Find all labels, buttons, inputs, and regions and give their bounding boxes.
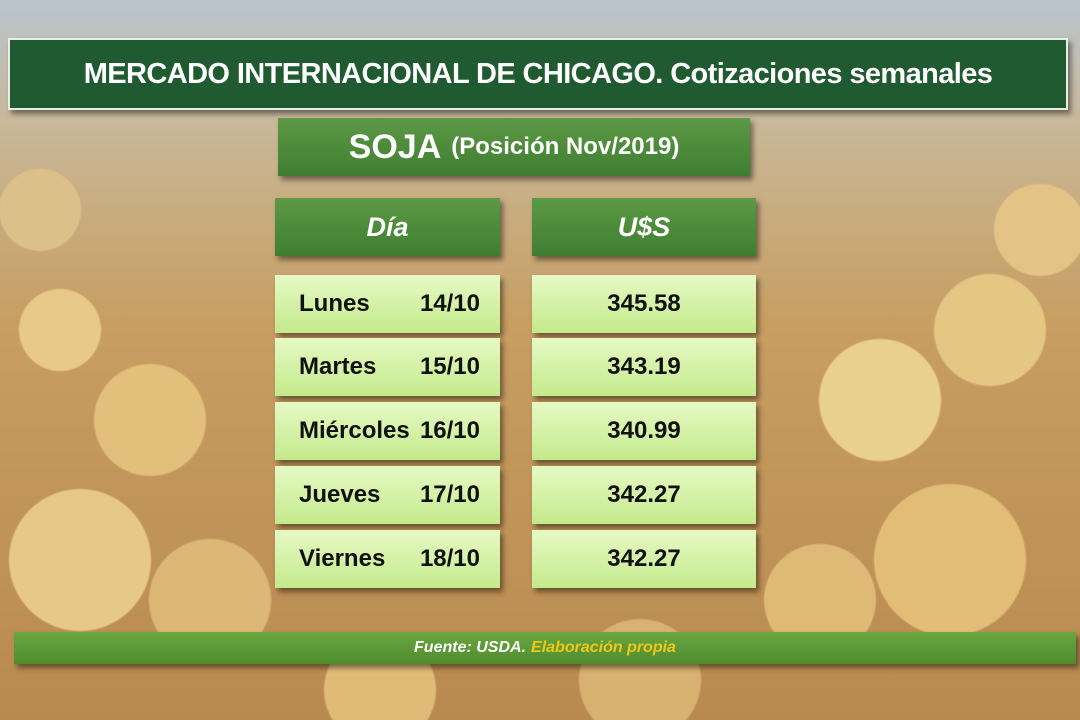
day-date: 15/10 [419, 353, 480, 380]
footer-bar: Fuente: USDA. Elaboración propia [14, 632, 1076, 664]
price: 342.27 [607, 545, 681, 572]
column-header-text: U$S [617, 211, 671, 242]
source: Fuente: USDA. [414, 639, 527, 656]
price-cell: 343.19 [532, 338, 756, 396]
day-cell: Jueves 17/10 [275, 466, 500, 524]
day-name: Jueves [299, 481, 381, 508]
day-cell: Martes 15/10 [275, 338, 500, 396]
title-bar: MERCADO INTERNACIONAL DE CHICAGO. Cotiza… [8, 38, 1068, 110]
day-date: 14/10 [419, 290, 480, 317]
day-date: 17/10 [419, 481, 480, 508]
subtitle-bar: SOJA (Posición Nov/2019) [278, 118, 750, 176]
price: 340.99 [607, 417, 681, 444]
note: Elaboración propia [531, 639, 676, 656]
day-date: 18/10 [419, 545, 480, 572]
price-cell: 342.27 [532, 466, 756, 524]
day-cell: Viernes 18/10 [275, 530, 500, 588]
day-date: 16/10 [419, 417, 480, 444]
price-cell: 342.27 [532, 530, 756, 588]
price: 345.58 [607, 290, 681, 317]
price: 343.19 [607, 353, 681, 380]
day-name: Miércoles [299, 417, 410, 444]
price-cell: 340.99 [532, 402, 756, 460]
day-name: Lunes [299, 290, 370, 317]
column-header: Día [275, 198, 500, 256]
day-cell: Miércoles 16/10 [275, 402, 500, 460]
day-cell: Lunes 14/10 [275, 275, 500, 333]
position: (Posición Nov/2019) [451, 133, 680, 160]
day-name: Martes [299, 353, 377, 380]
price: 342.27 [607, 481, 681, 508]
price-cell: 345.58 [532, 275, 756, 333]
day-name: Viernes [299, 545, 386, 572]
column-header-text: Día [366, 211, 409, 242]
product: SOJA [348, 127, 442, 166]
column-header: U$S [532, 198, 756, 256]
title: MERCADO INTERNACIONAL DE CHICAGO. Cotiza… [83, 57, 993, 90]
